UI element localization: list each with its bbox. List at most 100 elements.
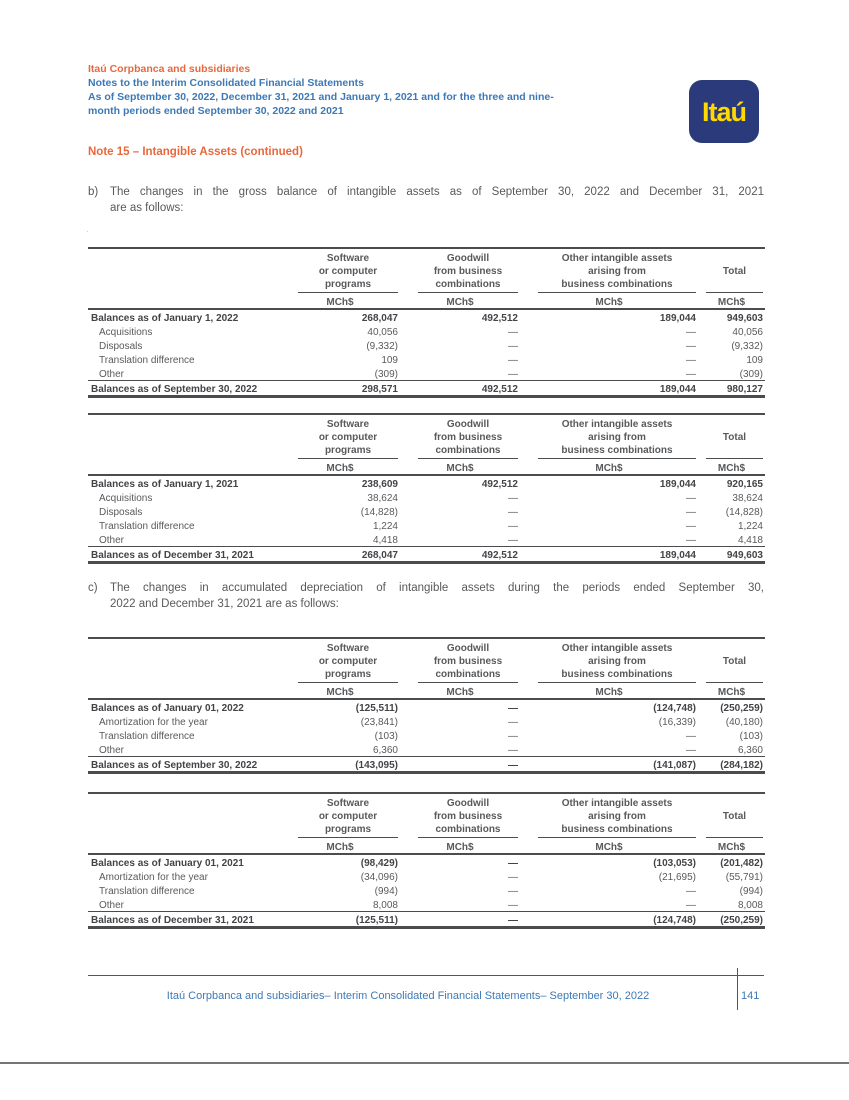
row-label: Balances as of December 31, 2021 xyxy=(88,911,280,929)
cell-value: — xyxy=(686,355,696,366)
row-label: Translation difference xyxy=(99,521,195,532)
table-row: Disposals (14,828) — — (14,828) xyxy=(88,504,765,518)
cell-value: — xyxy=(508,703,518,714)
row-label: Balances as of September 30, 2022 xyxy=(88,756,280,774)
table-row: Other 8,008 — — 8,008 xyxy=(88,897,765,912)
cell-value: (103) xyxy=(374,731,398,742)
column-group-header: Software or computer programs xyxy=(298,417,398,459)
cell-value: (309) xyxy=(739,369,763,380)
row-label: Translation difference xyxy=(99,355,195,366)
table-row: Translation difference 1,224 — — 1,224 xyxy=(88,518,765,532)
unit-row: MCh$ MCh$ MCh$ MCh$ xyxy=(88,459,765,476)
cell-value: 492,512 xyxy=(400,380,520,398)
row-label: Translation difference xyxy=(99,731,195,742)
cell-value: — xyxy=(400,911,520,929)
cell-value: — xyxy=(400,756,520,774)
table-row: Balances as of January 01, 2022 (125,511)… xyxy=(88,699,765,714)
cell-value: 189,044 xyxy=(520,380,698,398)
row-label: Balances as of January 1, 2022 xyxy=(91,313,239,324)
unit-cell: MCh$ xyxy=(520,459,698,476)
company-name: Itaú Corpbanca and subsidiaries xyxy=(88,63,251,75)
cell-value: 268,047 xyxy=(361,313,398,324)
unit-row: MCh$ MCh$ MCh$ MCh$ xyxy=(88,683,765,700)
cell-value: 268,047 xyxy=(280,546,400,564)
row-label: Acquisitions xyxy=(99,493,153,504)
row-label: Amortization for the year xyxy=(99,872,208,883)
cell-value: — xyxy=(508,327,518,338)
stray-period-mark: . xyxy=(86,224,89,235)
page-bottom-edge-line xyxy=(0,1062,849,1064)
column-group-header: Other intangible assets arising from busin… xyxy=(538,417,696,459)
cell-value: — xyxy=(686,507,696,518)
cell-value: — xyxy=(686,886,696,897)
cell-value: 980,127 xyxy=(698,380,765,398)
footer-text: Itaú Corpbanca and subsidiaries– Interim… xyxy=(166,990,650,1002)
table-row: Amortization for the year (23,841) — (16,33… xyxy=(88,714,765,728)
cell-value: (124,748) xyxy=(653,703,696,714)
document-header: Itaú Corpbanca and subsidiaries Notes to… xyxy=(88,62,678,118)
cell-value: 109 xyxy=(381,355,398,366)
cell-value: (103,053) xyxy=(653,858,696,869)
row-label: Disposals xyxy=(99,507,143,518)
cell-value: 189,044 xyxy=(520,546,698,564)
table-row: Disposals (9,332) — — (9,332) xyxy=(88,338,765,352)
unit-cell: MCh$ xyxy=(400,683,520,700)
column-group-header: Software or computer programs xyxy=(298,641,398,683)
table-row: Balances as of January 01, 2021 (98,429) —… xyxy=(88,854,765,869)
row-label: Disposals xyxy=(99,341,143,352)
gross-balance-table-dec-2021: Software or computer programs Goodwill from … xyxy=(88,413,765,564)
cell-value: — xyxy=(508,535,518,546)
row-label: Amortization for the year xyxy=(99,717,208,728)
cell-value: 8,008 xyxy=(737,900,763,911)
cell-value: (309) xyxy=(374,369,398,380)
cell-value: 1,224 xyxy=(372,521,398,532)
cell-value: — xyxy=(508,858,518,869)
cell-value: 189,044 xyxy=(659,313,696,324)
cell-value: 6,360 xyxy=(737,745,763,756)
header-title-line: Notes to the Interim Consolidated Financ… xyxy=(88,77,364,89)
cell-value: — xyxy=(686,535,696,546)
cell-value: 40,056 xyxy=(732,327,763,338)
cell-value: 109 xyxy=(746,355,763,366)
row-label: Balances as of January 01, 2022 xyxy=(91,703,244,714)
footer-divider-line xyxy=(737,968,738,1010)
row-label: Balances as of January 1, 2021 xyxy=(91,479,239,490)
cell-value: (994) xyxy=(374,886,398,897)
unit-cell: MCh$ xyxy=(698,293,765,310)
cell-value: 8,008 xyxy=(372,900,398,911)
itau-logo-text: Itaú xyxy=(701,97,747,127)
cell-value: — xyxy=(686,900,696,911)
cell-value: (40,180) xyxy=(725,717,763,728)
cell-value: — xyxy=(686,745,696,756)
row-label: Other xyxy=(99,745,125,756)
table-row: Balances as of December 31, 2021 (125,511… xyxy=(88,911,765,929)
table-row: Translation difference (103) — — (103) xyxy=(88,728,765,742)
cell-value: (9,332) xyxy=(731,341,763,352)
cell-value: — xyxy=(508,900,518,911)
gross-balance-table-sep-2022: Software or computer programs Goodwill from … xyxy=(88,247,765,398)
cell-value: 492,512 xyxy=(481,313,518,324)
cell-value: 1,224 xyxy=(737,521,763,532)
cell-value: 40,056 xyxy=(367,327,398,338)
page-footer: Itaú Corpbanca and subsidiaries– Interim… xyxy=(88,968,764,1021)
column-group-header: Software or computer programs xyxy=(298,251,398,293)
column-group-header: Total xyxy=(706,641,763,683)
section-c-label: c) xyxy=(88,582,98,594)
unit-row: MCh$ MCh$ MCh$ MCh$ xyxy=(88,293,765,310)
cell-value: (284,182) xyxy=(698,756,765,774)
cell-value: — xyxy=(508,493,518,504)
table-row: Translation difference 109 — — 109 xyxy=(88,352,765,366)
cell-value: 189,044 xyxy=(659,479,696,490)
cell-value: (9,332) xyxy=(366,341,398,352)
table-row: Balances as of January 1, 2021 238,609 492… xyxy=(88,475,765,490)
row-label: Other xyxy=(99,369,125,380)
row-label: Acquisitions xyxy=(99,327,153,338)
column-group-header-row: Software or computer programs Goodwill from … xyxy=(88,248,765,293)
accumulated-depreciation-table-dec-2021: Software or computer programs Goodwill from … xyxy=(88,792,765,929)
column-group-header: Other intangible assets arising from busin… xyxy=(538,796,696,838)
cell-value: 492,512 xyxy=(481,479,518,490)
cell-value: (16,339) xyxy=(658,717,696,728)
unit-cell: MCh$ xyxy=(280,293,400,310)
cell-value: — xyxy=(508,872,518,883)
unit-cell: MCh$ xyxy=(280,459,400,476)
